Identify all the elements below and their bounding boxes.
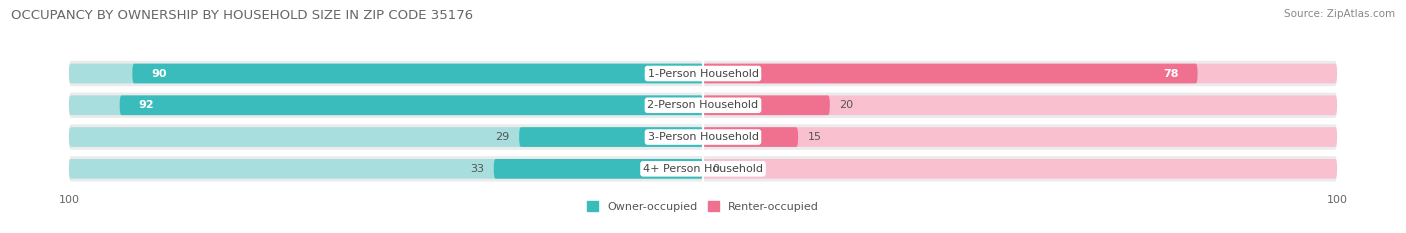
Legend: Owner-occupied, Renter-occupied: Owner-occupied, Renter-occupied — [582, 197, 824, 216]
FancyBboxPatch shape — [494, 159, 703, 179]
FancyBboxPatch shape — [703, 96, 830, 115]
Text: 1-Person Household: 1-Person Household — [648, 69, 758, 79]
Text: 29: 29 — [495, 132, 509, 142]
Text: 90: 90 — [152, 69, 167, 79]
FancyBboxPatch shape — [519, 127, 703, 147]
Text: 4+ Person Household: 4+ Person Household — [643, 164, 763, 174]
FancyBboxPatch shape — [69, 64, 703, 83]
FancyBboxPatch shape — [703, 96, 1337, 115]
Text: 2-Person Household: 2-Person Household — [647, 100, 759, 110]
FancyBboxPatch shape — [69, 159, 703, 179]
FancyBboxPatch shape — [703, 64, 1337, 83]
FancyBboxPatch shape — [120, 96, 703, 115]
Text: 15: 15 — [807, 132, 821, 142]
FancyBboxPatch shape — [703, 159, 1337, 179]
Text: 78: 78 — [1163, 69, 1178, 79]
Text: 20: 20 — [839, 100, 853, 110]
FancyBboxPatch shape — [69, 127, 703, 147]
FancyBboxPatch shape — [703, 127, 799, 147]
Text: Source: ZipAtlas.com: Source: ZipAtlas.com — [1284, 9, 1395, 19]
FancyBboxPatch shape — [703, 127, 1337, 147]
FancyBboxPatch shape — [69, 156, 1337, 182]
FancyBboxPatch shape — [69, 124, 1337, 150]
FancyBboxPatch shape — [69, 96, 703, 115]
Text: 0: 0 — [713, 164, 720, 174]
Text: 3-Person Household: 3-Person Household — [648, 132, 758, 142]
Text: 92: 92 — [139, 100, 155, 110]
Text: OCCUPANCY BY OWNERSHIP BY HOUSEHOLD SIZE IN ZIP CODE 35176: OCCUPANCY BY OWNERSHIP BY HOUSEHOLD SIZE… — [11, 9, 474, 22]
FancyBboxPatch shape — [69, 93, 1337, 118]
FancyBboxPatch shape — [703, 64, 1198, 83]
FancyBboxPatch shape — [132, 64, 703, 83]
FancyBboxPatch shape — [69, 61, 1337, 86]
Text: 33: 33 — [470, 164, 484, 174]
